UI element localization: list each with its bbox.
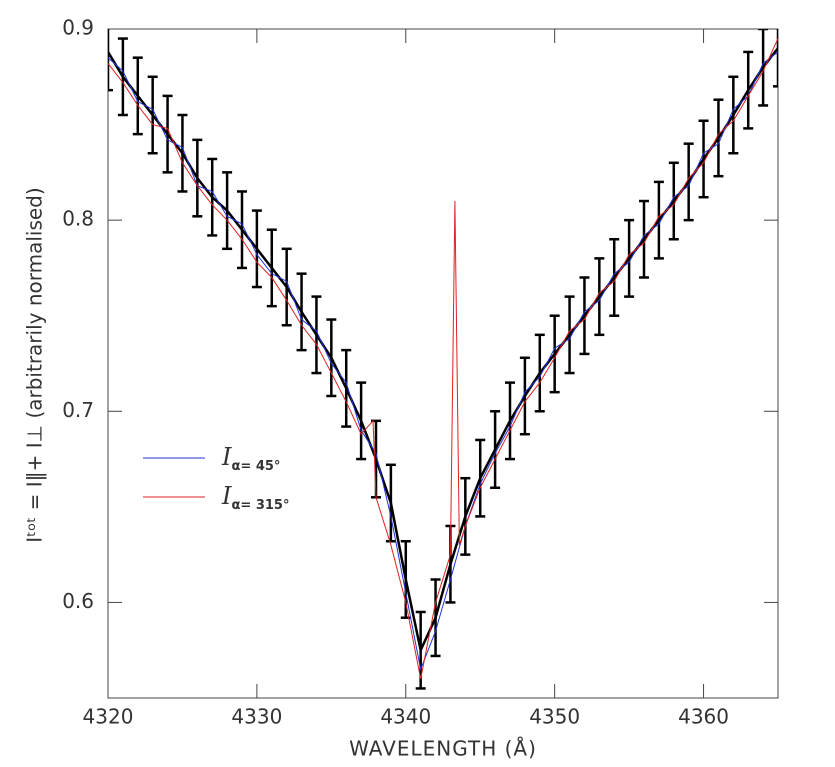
plot-area [108, 29, 778, 690]
error-bar [237, 190, 247, 270]
legend-label: Iα= 315° [221, 482, 289, 513]
error-bar [192, 138, 203, 218]
error-bar [326, 318, 337, 398]
error-bar [639, 199, 649, 279]
error-bar [356, 381, 367, 461]
y-axis-label: Iᵗᵒᵗ = I‖+ I⊥ (arbitrarily normalised) [23, 187, 47, 542]
series-line [108, 38, 778, 679]
error-bar [728, 75, 739, 155]
series-line [108, 51, 778, 672]
error-bar [594, 257, 605, 337]
error-bar [400, 540, 411, 619]
x-tick-label: 4350 [529, 705, 580, 729]
error-bar [519, 356, 530, 436]
error-bar [341, 348, 352, 428]
error-bar [624, 218, 635, 298]
error-bar [296, 272, 307, 352]
error-bar [147, 75, 158, 155]
error-bar [266, 228, 277, 308]
error-bar [207, 157, 218, 237]
error-bar [743, 50, 754, 130]
error-bar [311, 295, 322, 375]
y-tick-label: 0.7 [62, 398, 94, 422]
error-bar [773, 29, 778, 88]
error-bar [415, 610, 426, 690]
error-bar [698, 119, 709, 199]
error-bar [653, 180, 664, 260]
y-tick-label: 0.8 [62, 207, 94, 231]
error-bar [162, 94, 173, 174]
error-bar [534, 333, 545, 413]
y-tick-label: 0.9 [62, 16, 94, 40]
legend-label: Iα= 45° [221, 443, 280, 474]
error-bar [385, 463, 396, 543]
x-tick-label: 4330 [231, 705, 282, 729]
y-tick-label: 0.6 [62, 589, 94, 613]
error-bar [668, 161, 679, 241]
error-bar [579, 276, 590, 356]
x-tick-label: 4340 [380, 705, 431, 729]
error-bar [117, 37, 128, 117]
x-tick-label: 4360 [678, 705, 729, 729]
error-bar [609, 238, 620, 317]
error-bar [177, 113, 188, 193]
error-bar [460, 476, 471, 556]
plot-frame [107, 28, 779, 699]
error-bar [132, 56, 143, 136]
error-bar [683, 142, 694, 222]
error-bar [564, 295, 575, 375]
error-bar [549, 314, 560, 394]
x-axis-label: WAVELENGTH (Å) [349, 737, 537, 761]
error-bar [251, 209, 262, 289]
error-bar [490, 410, 501, 489]
error-bar [475, 438, 486, 518]
error-bar [758, 29, 769, 107]
error-bar [505, 381, 515, 461]
error-bar [430, 578, 441, 658]
error-bar [713, 98, 724, 178]
observed-line [108, 47, 778, 655]
x-tick-label: 4320 [83, 705, 134, 729]
error-bar [108, 29, 113, 92]
error-bar [281, 247, 292, 327]
error-bar [222, 171, 233, 251]
